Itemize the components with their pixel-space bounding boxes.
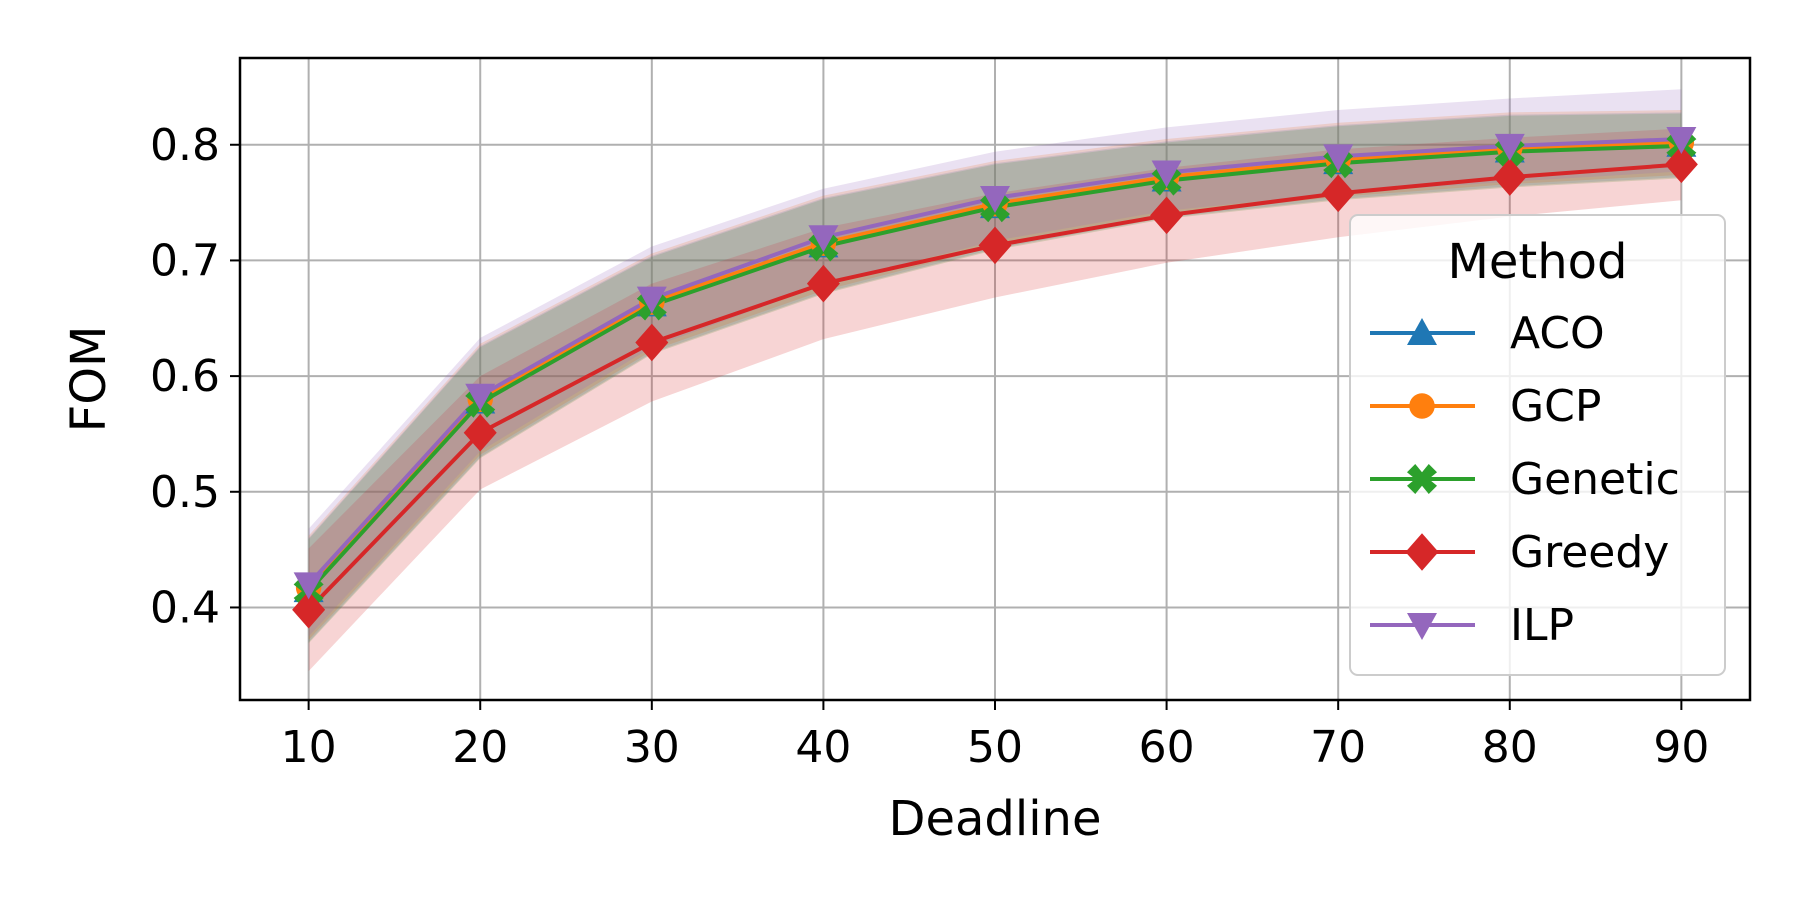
- legend-marker-gcp: [1409, 393, 1435, 419]
- x-tick-label: 60: [1139, 722, 1195, 773]
- point-ilp: [980, 185, 1010, 213]
- x-axis-ticks: 10 20 30 40 50 60 70 80 90: [281, 700, 1709, 773]
- x-tick-label: 40: [795, 722, 851, 773]
- point-greedy: [806, 264, 840, 303]
- x-tick-label: 50: [967, 722, 1023, 773]
- x-tick-label: 90: [1653, 722, 1709, 773]
- legend-box: [1349, 214, 1726, 676]
- x-tick-label: 20: [452, 722, 508, 773]
- point-ilp: [293, 572, 324, 600]
- legend-label-ilp: ILP: [1510, 600, 1574, 651]
- point-greedy: [1493, 158, 1527, 196]
- x-axis-label: Deadline: [889, 791, 1102, 847]
- point-greedy: [1321, 174, 1355, 213]
- point-greedy: [463, 414, 497, 452]
- point-ilp: [636, 286, 667, 314]
- y-tick-label: 0.6: [150, 351, 220, 402]
- legend: Method ACO GCP Genetic Greedy ILP: [1349, 214, 1726, 676]
- y-tick-label: 0.5: [150, 467, 220, 518]
- x-tick-label: 70: [1310, 722, 1366, 773]
- point-ilp: [1666, 126, 1697, 154]
- x-tick-label: 80: [1482, 722, 1538, 773]
- legend-label-gcp: GCP: [1510, 381, 1601, 432]
- point-greedy: [1150, 196, 1184, 235]
- point-greedy: [635, 323, 669, 362]
- legend-title: Method: [1447, 234, 1627, 290]
- legend-marker-genetic: [1407, 464, 1437, 494]
- point-ilp: [465, 383, 496, 411]
- point-ilp: [1494, 133, 1525, 161]
- point-greedy: [1664, 145, 1698, 184]
- y-axis-ticks: 0.4 0.5 0.6 0.7 0.8: [150, 120, 240, 633]
- legend-marker-aco: [1407, 318, 1437, 345]
- point-ilp: [1151, 160, 1182, 188]
- point-ilp: [808, 225, 839, 253]
- legend-label-genetic: Genetic: [1510, 454, 1680, 505]
- legend-marker-ilp: [1407, 613, 1437, 640]
- point-greedy: [292, 591, 326, 629]
- x-tick-label: 10: [281, 722, 337, 773]
- legend-marker-greedy: [1405, 533, 1439, 571]
- legend-label-aco: ACO: [1510, 308, 1605, 359]
- point-ilp: [1323, 144, 1354, 172]
- series-markers: [292, 126, 1698, 629]
- y-axis-label: FOM: [61, 326, 117, 433]
- y-tick-label: 0.8: [150, 120, 220, 171]
- y-tick-label: 0.4: [150, 582, 220, 633]
- x-tick-label: 30: [624, 722, 680, 773]
- y-tick-label: 0.7: [150, 235, 220, 286]
- legend-label-greedy: Greedy: [1510, 527, 1669, 578]
- point-greedy: [978, 226, 1012, 265]
